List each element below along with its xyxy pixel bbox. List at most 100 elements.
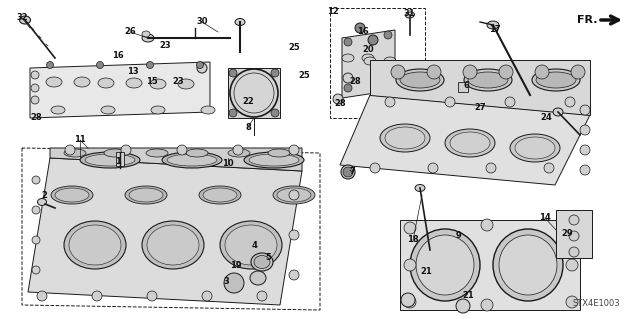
Circle shape	[224, 273, 244, 293]
Ellipse shape	[150, 79, 166, 89]
Ellipse shape	[450, 132, 490, 154]
Circle shape	[147, 291, 157, 301]
Ellipse shape	[277, 188, 311, 202]
Circle shape	[31, 71, 39, 79]
Circle shape	[404, 296, 416, 308]
Polygon shape	[50, 148, 302, 171]
Circle shape	[341, 165, 355, 179]
Circle shape	[92, 291, 102, 301]
Text: 28: 28	[30, 114, 42, 122]
Ellipse shape	[445, 129, 495, 157]
Circle shape	[566, 259, 578, 271]
Polygon shape	[370, 60, 590, 115]
Circle shape	[257, 291, 267, 301]
Circle shape	[368, 35, 378, 45]
Text: 15: 15	[146, 78, 158, 86]
Circle shape	[271, 69, 279, 77]
Ellipse shape	[186, 149, 208, 157]
Circle shape	[481, 299, 493, 311]
Ellipse shape	[515, 137, 555, 159]
Ellipse shape	[384, 57, 396, 65]
Ellipse shape	[464, 69, 512, 91]
Circle shape	[445, 97, 455, 107]
Ellipse shape	[162, 152, 222, 168]
Ellipse shape	[69, 225, 121, 265]
Ellipse shape	[80, 152, 140, 168]
Circle shape	[384, 31, 392, 39]
Ellipse shape	[129, 188, 163, 202]
Circle shape	[31, 96, 39, 104]
Text: 24: 24	[540, 114, 552, 122]
Circle shape	[404, 222, 416, 234]
Ellipse shape	[126, 78, 142, 88]
Text: 18: 18	[407, 235, 419, 244]
Circle shape	[47, 62, 54, 69]
Ellipse shape	[342, 54, 354, 62]
Ellipse shape	[178, 79, 194, 89]
Circle shape	[196, 62, 204, 69]
Ellipse shape	[64, 221, 126, 269]
Circle shape	[289, 145, 299, 155]
Text: 29: 29	[561, 229, 573, 239]
Ellipse shape	[46, 77, 62, 87]
Text: 22: 22	[242, 98, 254, 107]
Text: 16: 16	[112, 50, 124, 60]
Ellipse shape	[151, 106, 165, 114]
Text: 30: 30	[196, 18, 208, 26]
Ellipse shape	[51, 106, 65, 114]
Ellipse shape	[416, 235, 474, 295]
Ellipse shape	[235, 19, 245, 26]
Ellipse shape	[254, 256, 270, 269]
Ellipse shape	[142, 221, 204, 269]
Ellipse shape	[98, 78, 114, 88]
Text: 31: 31	[403, 10, 415, 19]
Circle shape	[344, 84, 352, 92]
Ellipse shape	[493, 229, 563, 301]
Ellipse shape	[385, 127, 425, 149]
Ellipse shape	[225, 225, 277, 265]
Circle shape	[580, 145, 590, 155]
Circle shape	[580, 105, 590, 115]
Text: 19: 19	[230, 262, 242, 271]
Circle shape	[566, 222, 578, 234]
Text: 17: 17	[489, 26, 501, 34]
Text: 14: 14	[539, 213, 551, 222]
Text: 25: 25	[288, 43, 300, 53]
Circle shape	[499, 65, 513, 79]
Ellipse shape	[142, 31, 150, 37]
Ellipse shape	[104, 149, 126, 157]
Circle shape	[333, 94, 343, 104]
Ellipse shape	[220, 221, 282, 269]
Ellipse shape	[380, 124, 430, 152]
Bar	[330, 8, 425, 118]
Circle shape	[32, 236, 40, 244]
Polygon shape	[340, 95, 590, 185]
Ellipse shape	[487, 21, 499, 29]
Ellipse shape	[167, 154, 217, 166]
Text: 1: 1	[115, 158, 121, 167]
Ellipse shape	[396, 69, 444, 91]
Circle shape	[31, 84, 39, 92]
Ellipse shape	[532, 69, 580, 91]
Circle shape	[427, 65, 441, 79]
Circle shape	[580, 125, 590, 135]
Ellipse shape	[510, 134, 560, 162]
Circle shape	[428, 163, 438, 173]
Circle shape	[481, 219, 493, 231]
Ellipse shape	[410, 229, 480, 301]
Ellipse shape	[203, 188, 237, 202]
Circle shape	[121, 145, 131, 155]
Circle shape	[344, 38, 352, 46]
Polygon shape	[228, 68, 280, 118]
Text: 10: 10	[222, 160, 234, 168]
Polygon shape	[556, 210, 592, 258]
Circle shape	[544, 163, 554, 173]
Circle shape	[384, 81, 392, 89]
Circle shape	[569, 247, 579, 257]
Text: 32: 32	[16, 13, 28, 23]
Ellipse shape	[85, 154, 135, 166]
Ellipse shape	[146, 149, 168, 157]
Circle shape	[147, 62, 154, 69]
Ellipse shape	[415, 184, 425, 191]
Text: 5: 5	[265, 254, 271, 263]
